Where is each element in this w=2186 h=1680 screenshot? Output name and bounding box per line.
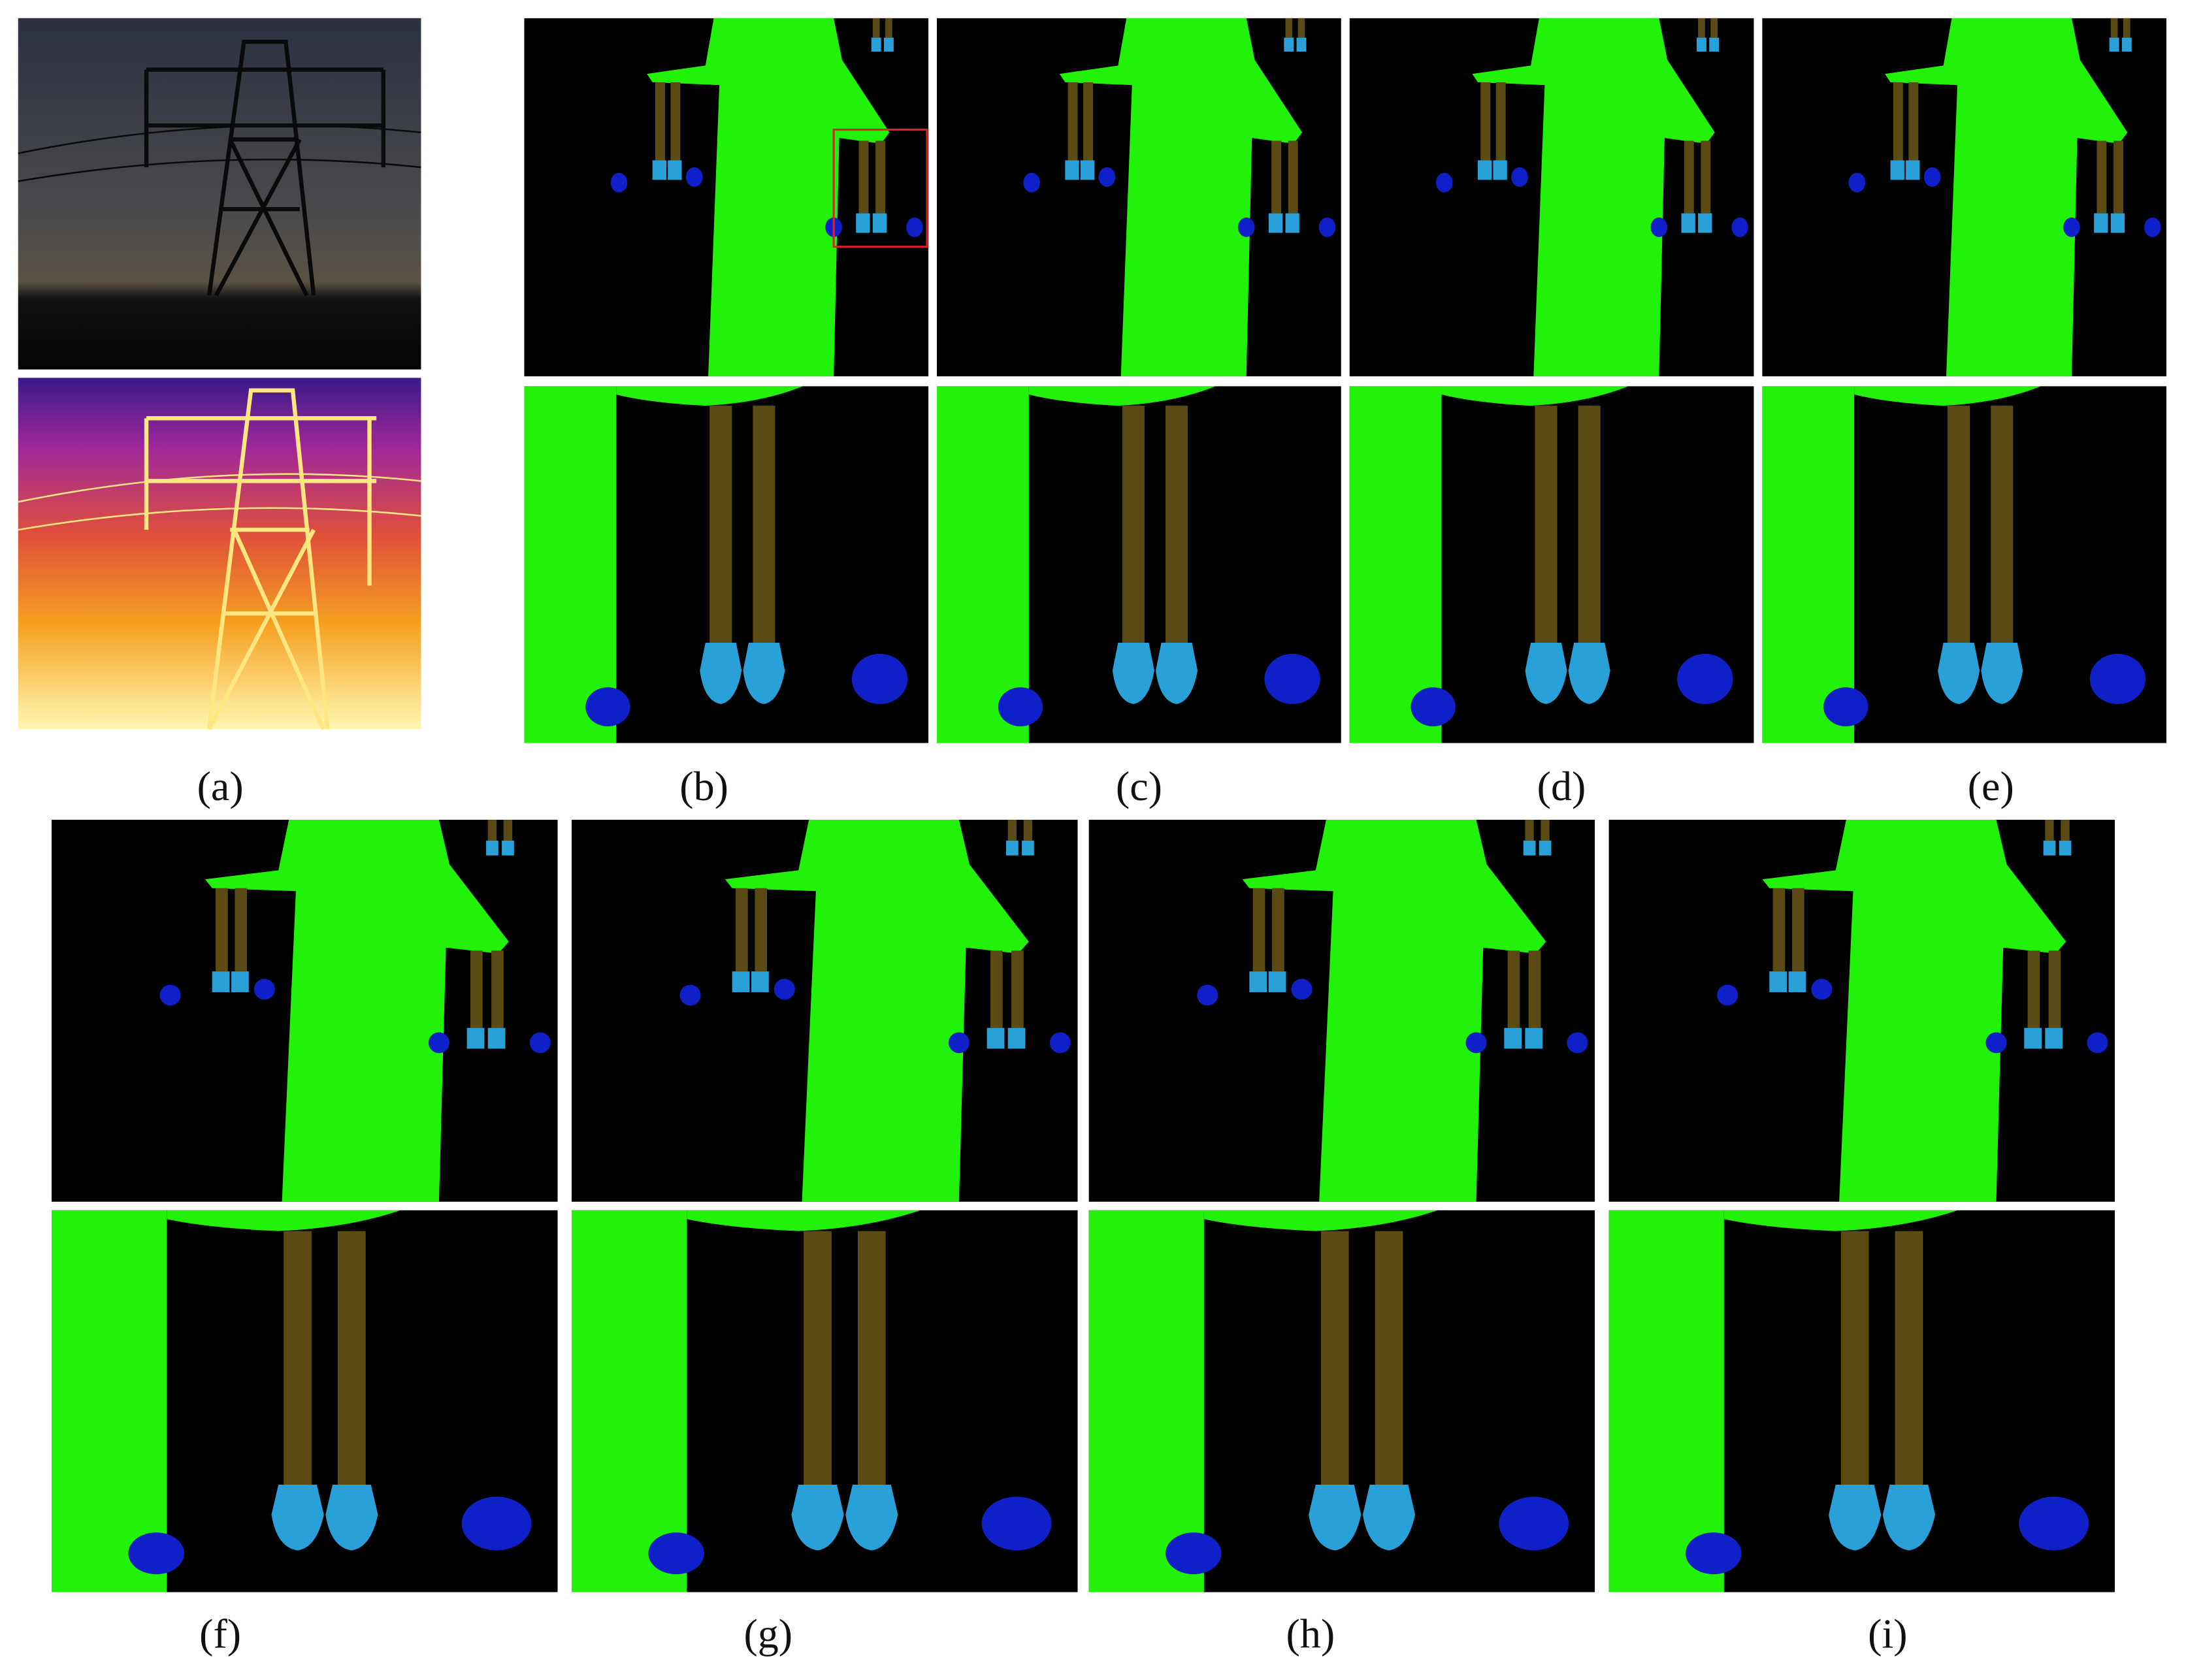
seg-b-full xyxy=(524,18,929,377)
zoom-box xyxy=(832,128,928,248)
bottom-row-panels xyxy=(51,820,2115,1592)
seg-f-zoom xyxy=(51,1210,558,1592)
seg-f-full xyxy=(51,820,558,1202)
seg-b-zoom xyxy=(524,386,929,743)
seg-i-full xyxy=(1608,820,2115,1202)
seg-e-full xyxy=(1762,18,2167,377)
top-row-panels xyxy=(524,18,2167,743)
panel-label: (d) xyxy=(1537,763,1586,809)
seg-h-full xyxy=(1088,820,1595,1202)
panel-label: (a) xyxy=(197,763,244,809)
panel-labels: (a) (b) (c) (d) (e) (f) (g) (h) (i) xyxy=(197,763,2014,1657)
shape xyxy=(18,124,421,182)
panel-label: (e) xyxy=(1968,763,2014,809)
panel-label: (b) xyxy=(679,763,728,809)
seg-d-zoom xyxy=(1349,386,1754,743)
shape xyxy=(18,473,421,531)
tower-thermal xyxy=(18,388,421,730)
seg-e-zoom xyxy=(1762,386,2167,743)
seg-i-zoom xyxy=(1608,1210,2115,1592)
tower-silhouette xyxy=(18,39,421,297)
seg-c-zoom xyxy=(937,386,1341,743)
panel-label: (h) xyxy=(1286,1611,1335,1657)
panel-label: (c) xyxy=(1116,763,1162,809)
rgb-image xyxy=(18,18,421,370)
seg-d-full xyxy=(1349,18,1754,377)
panel-a xyxy=(18,18,421,730)
shape xyxy=(144,388,377,730)
panel-label: (i) xyxy=(1868,1611,1907,1657)
seg-h-zoom xyxy=(1088,1210,1595,1592)
panel-label: (g) xyxy=(743,1611,792,1657)
seg-g-zoom xyxy=(571,1210,1078,1592)
thermal-image xyxy=(18,378,421,730)
seg-c-full xyxy=(937,18,1341,377)
panel-label: (f) xyxy=(199,1611,241,1657)
seg-g-full xyxy=(571,820,1078,1202)
